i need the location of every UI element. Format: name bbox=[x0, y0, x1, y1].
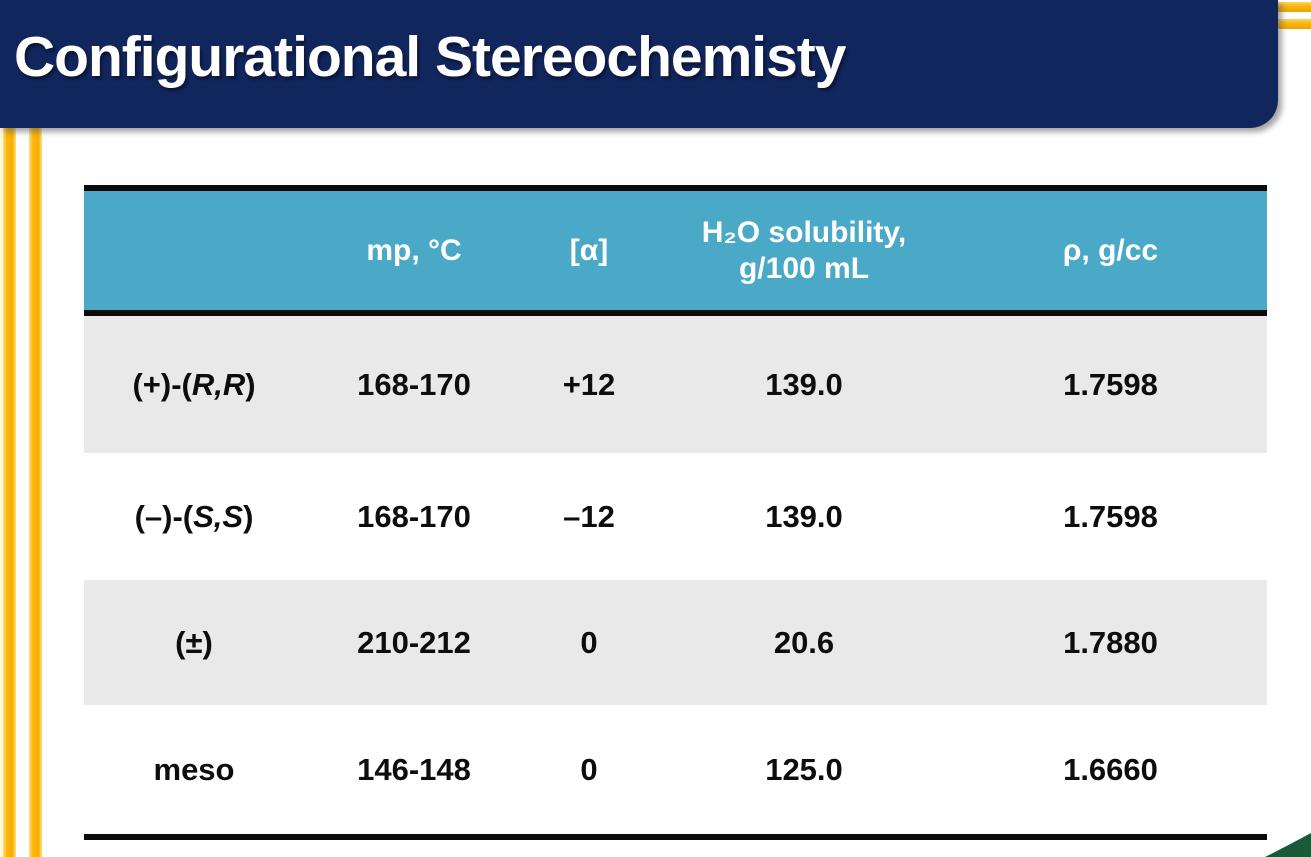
left-gold-stripe-2 bbox=[29, 0, 42, 857]
slide-title: Configurational Stereochemisty bbox=[14, 25, 847, 89]
cell-solubility: 139.0 bbox=[765, 498, 843, 534]
row-label-prefix: (±) bbox=[175, 624, 213, 660]
col-header-solubility: H₂O solubility, g/100 mL bbox=[701, 216, 907, 285]
row-label-stereodescriptor: S,S bbox=[193, 498, 244, 534]
col-header-mp: mp, °C bbox=[366, 233, 462, 267]
table-row: (–)-(S,S) 168-170 –12 139.0 1.7598 bbox=[84, 453, 1267, 580]
table-header-row: mp, °C [α] H₂O solubility, g/100 mL ρ, g… bbox=[84, 191, 1267, 316]
cell-alpha: 0 bbox=[580, 751, 598, 787]
cell-mp: 168-170 bbox=[357, 366, 471, 402]
properties-table: mp, °C [α] H₂O solubility, g/100 mL ρ, g… bbox=[84, 185, 1267, 840]
col-header-density: ρ, g/cc bbox=[1062, 233, 1159, 267]
cell-solubility: 125.0 bbox=[765, 751, 843, 787]
cell-mp: 146-148 bbox=[357, 751, 471, 787]
cell-mp: 168-170 bbox=[357, 498, 471, 534]
cell-density: 1.7598 bbox=[1063, 366, 1158, 402]
cell-density: 1.7598 bbox=[1063, 498, 1158, 534]
cell-alpha: 0 bbox=[580, 624, 598, 660]
top-right-gold-stripe-2 bbox=[1277, 19, 1311, 29]
row-label-prefix: meso bbox=[153, 751, 235, 787]
table-row: (+)-(R,R) 168-170 +12 139.0 1.7598 bbox=[84, 316, 1267, 453]
row-label: (+)-(R,R) bbox=[84, 367, 304, 403]
title-banner: Configurational Stereochemisty bbox=[0, 0, 1278, 128]
cell-solubility: 139.0 bbox=[765, 366, 843, 402]
left-gold-stripe-1 bbox=[3, 0, 16, 857]
row-label: meso bbox=[84, 752, 304, 788]
cell-density: 1.7880 bbox=[1063, 624, 1158, 660]
row-label-prefix: (+)-( bbox=[132, 366, 192, 402]
cell-alpha: –12 bbox=[563, 498, 615, 534]
col-header-alpha: [α] bbox=[569, 233, 609, 267]
row-label-prefix: (–)-( bbox=[134, 498, 194, 534]
row-label: (–)-(S,S) bbox=[84, 499, 304, 535]
row-label-suffix: ) bbox=[245, 366, 256, 402]
table-row: meso 146-148 0 125.0 1.6660 bbox=[84, 705, 1267, 834]
cell-density: 1.6660 bbox=[1063, 751, 1158, 787]
green-swoosh-corner-graphic bbox=[1265, 833, 1311, 857]
cell-alpha: +12 bbox=[562, 366, 616, 402]
left-edge-tint bbox=[0, 0, 3, 857]
row-label-stereodescriptor: R,R bbox=[191, 366, 246, 402]
table-row: (±) 210-212 0 20.6 1.7880 bbox=[84, 580, 1267, 705]
cell-mp: 210-212 bbox=[357, 624, 471, 660]
row-label-suffix: ) bbox=[243, 498, 254, 534]
row-label: (±) bbox=[84, 625, 304, 661]
cell-solubility: 20.6 bbox=[773, 624, 835, 660]
top-right-gold-stripe-1 bbox=[1277, 2, 1311, 12]
